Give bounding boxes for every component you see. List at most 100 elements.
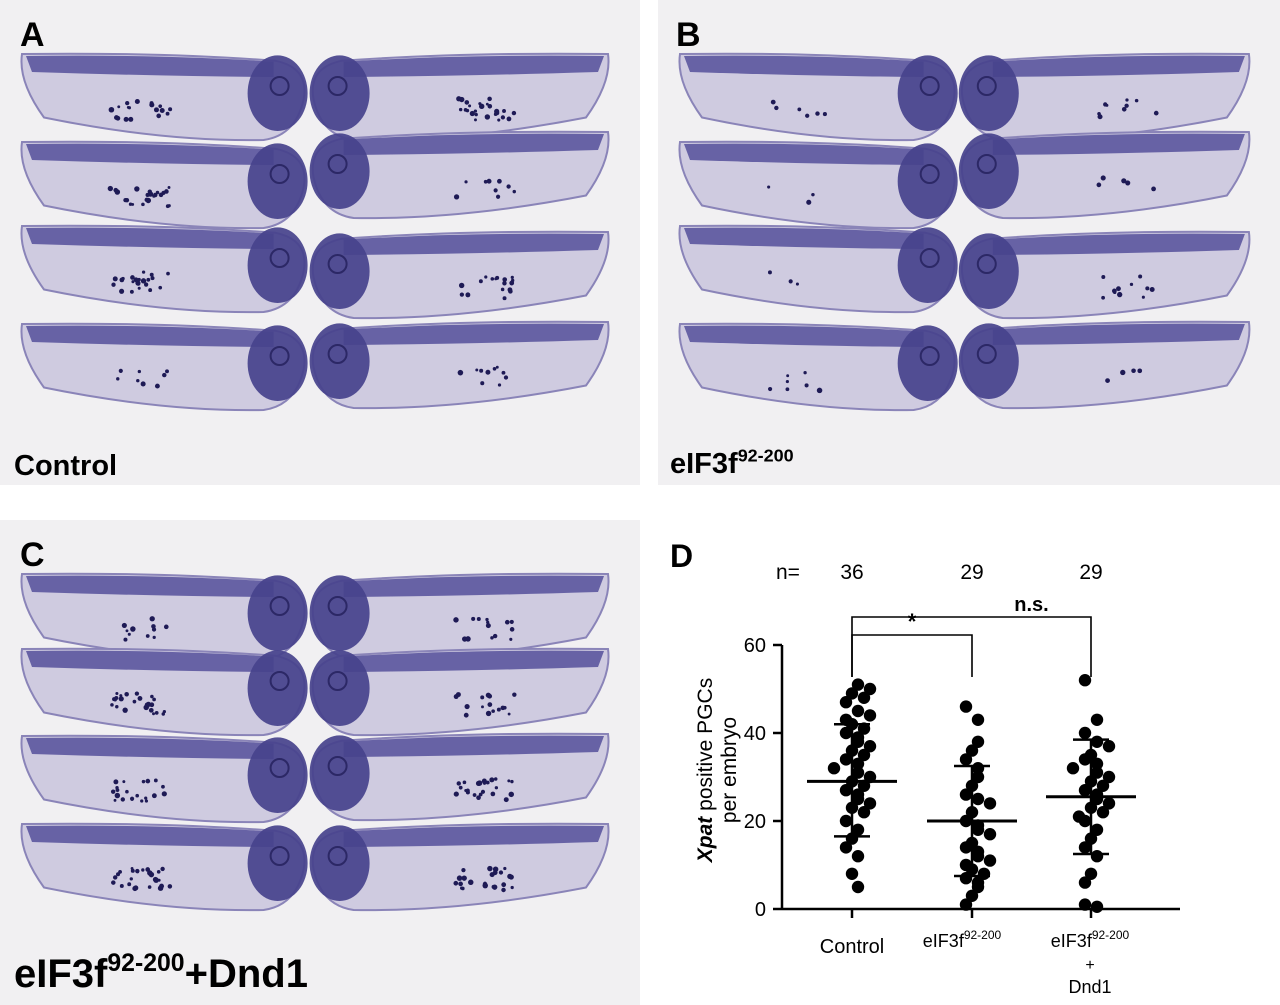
data-point bbox=[971, 713, 985, 726]
embryo bbox=[309, 52, 610, 142]
ylabel-line2: per embryo bbox=[718, 717, 741, 823]
data-point bbox=[857, 748, 871, 762]
data-point bbox=[1084, 867, 1098, 880]
embryo bbox=[958, 130, 1251, 220]
group-label-dnd1: Dnd1 bbox=[1068, 977, 1111, 997]
data-point bbox=[1096, 779, 1110, 792]
ylabel-text: positive PGCs bbox=[694, 678, 717, 817]
data-point bbox=[1078, 753, 1092, 766]
group-label-name: eIF3f bbox=[1051, 931, 1093, 951]
data-point bbox=[1090, 766, 1104, 779]
data-point bbox=[839, 784, 853, 797]
embryo-image-a bbox=[20, 52, 610, 412]
data-point bbox=[1078, 784, 1092, 797]
n-count-control: 36 bbox=[840, 561, 863, 584]
significance-label: * bbox=[908, 609, 917, 634]
embryo-image-b bbox=[678, 52, 1251, 412]
embryo bbox=[678, 224, 958, 314]
scatter-plot: D n= 36 29 29 Xpat positive PGCs per emb… bbox=[670, 538, 1180, 997]
data-point bbox=[1078, 841, 1092, 854]
data-point bbox=[851, 823, 865, 836]
data-point bbox=[839, 696, 853, 709]
embryo bbox=[958, 230, 1251, 320]
embryo bbox=[309, 822, 610, 912]
embryo bbox=[20, 140, 308, 230]
data-point bbox=[959, 753, 973, 766]
group-label-eif3f: eIF3f92-200 bbox=[923, 928, 1002, 951]
group-label-superscript: 92-200 bbox=[1092, 928, 1130, 942]
ylabel-italic: Xpat bbox=[694, 816, 717, 864]
data-point bbox=[1078, 814, 1092, 828]
panel-a: A Control bbox=[0, 0, 640, 485]
panel-b: B eIF3f92-200 bbox=[658, 0, 1280, 485]
data-point bbox=[857, 806, 871, 819]
group-label-eif3f-dnd1: eIF3f92-200 bbox=[1051, 928, 1130, 951]
data-point bbox=[965, 889, 979, 902]
data-point bbox=[851, 735, 865, 748]
data-point bbox=[971, 792, 985, 806]
embryo bbox=[678, 322, 958, 412]
svg-text:Xpat positive PGCs: Xpat positive PGCs bbox=[694, 678, 717, 863]
data-point bbox=[827, 762, 841, 775]
data-point bbox=[851, 757, 865, 770]
data-point bbox=[1078, 726, 1092, 740]
data-point bbox=[971, 823, 985, 836]
data-point bbox=[1066, 762, 1080, 775]
embryo bbox=[309, 130, 610, 220]
data-point bbox=[851, 792, 865, 806]
embryo bbox=[309, 230, 610, 320]
data-point bbox=[851, 880, 865, 894]
data-point bbox=[1090, 850, 1104, 863]
n-count-eif3f: 29 bbox=[960, 561, 983, 584]
group-label-plus: + bbox=[1085, 957, 1094, 974]
data-point bbox=[863, 740, 877, 753]
y-tick-label: 40 bbox=[744, 723, 766, 745]
data-point bbox=[1090, 713, 1104, 726]
data-point bbox=[1078, 876, 1092, 889]
data-point bbox=[863, 797, 877, 810]
data-point bbox=[1078, 898, 1092, 911]
data-point bbox=[857, 722, 871, 735]
significance-label: n.s. bbox=[1014, 594, 1048, 616]
panel-label-b: eIF3f92-200 bbox=[670, 446, 794, 481]
group-label-control: Control bbox=[820, 936, 884, 958]
embryo bbox=[309, 732, 610, 822]
data-point bbox=[1102, 740, 1116, 753]
data-point bbox=[1090, 823, 1104, 836]
condition-superscript: 92-200 bbox=[107, 949, 185, 977]
data-point bbox=[971, 770, 985, 784]
condition-name: eIF3f bbox=[14, 952, 108, 996]
data-point bbox=[971, 850, 985, 863]
data-point bbox=[959, 898, 973, 911]
embryo bbox=[20, 647, 308, 737]
data-point bbox=[959, 700, 973, 713]
panel-letter-b: B bbox=[676, 16, 701, 54]
significance-bracket bbox=[851, 634, 973, 677]
y-tick-label: 20 bbox=[744, 811, 766, 833]
data-point bbox=[983, 797, 997, 810]
embryo bbox=[20, 52, 308, 142]
data-point bbox=[965, 744, 979, 757]
data-point bbox=[1078, 674, 1092, 687]
embryo bbox=[20, 734, 308, 824]
embryo bbox=[309, 647, 610, 737]
panel-c: C eIF3f92-200+Dnd1 bbox=[0, 520, 640, 1005]
data-point bbox=[959, 841, 973, 854]
data-point bbox=[863, 709, 877, 722]
data-point bbox=[839, 841, 853, 854]
embryo bbox=[958, 52, 1251, 142]
panel-d-chart: D n= 36 29 29 Xpat positive PGCs per emb… bbox=[660, 525, 1280, 1005]
embryo bbox=[678, 52, 958, 142]
data-point bbox=[863, 682, 877, 696]
data-point bbox=[959, 788, 973, 801]
data-point bbox=[1090, 735, 1104, 748]
data-point bbox=[1090, 900, 1104, 913]
data-point bbox=[971, 735, 985, 748]
n-prefix: n= bbox=[776, 561, 800, 584]
embryo bbox=[20, 572, 308, 662]
data-point bbox=[1102, 770, 1116, 784]
significance-bracket bbox=[851, 616, 1092, 677]
y-tick-label: 0 bbox=[755, 899, 766, 921]
data-point bbox=[839, 753, 853, 766]
data-point bbox=[959, 872, 973, 885]
